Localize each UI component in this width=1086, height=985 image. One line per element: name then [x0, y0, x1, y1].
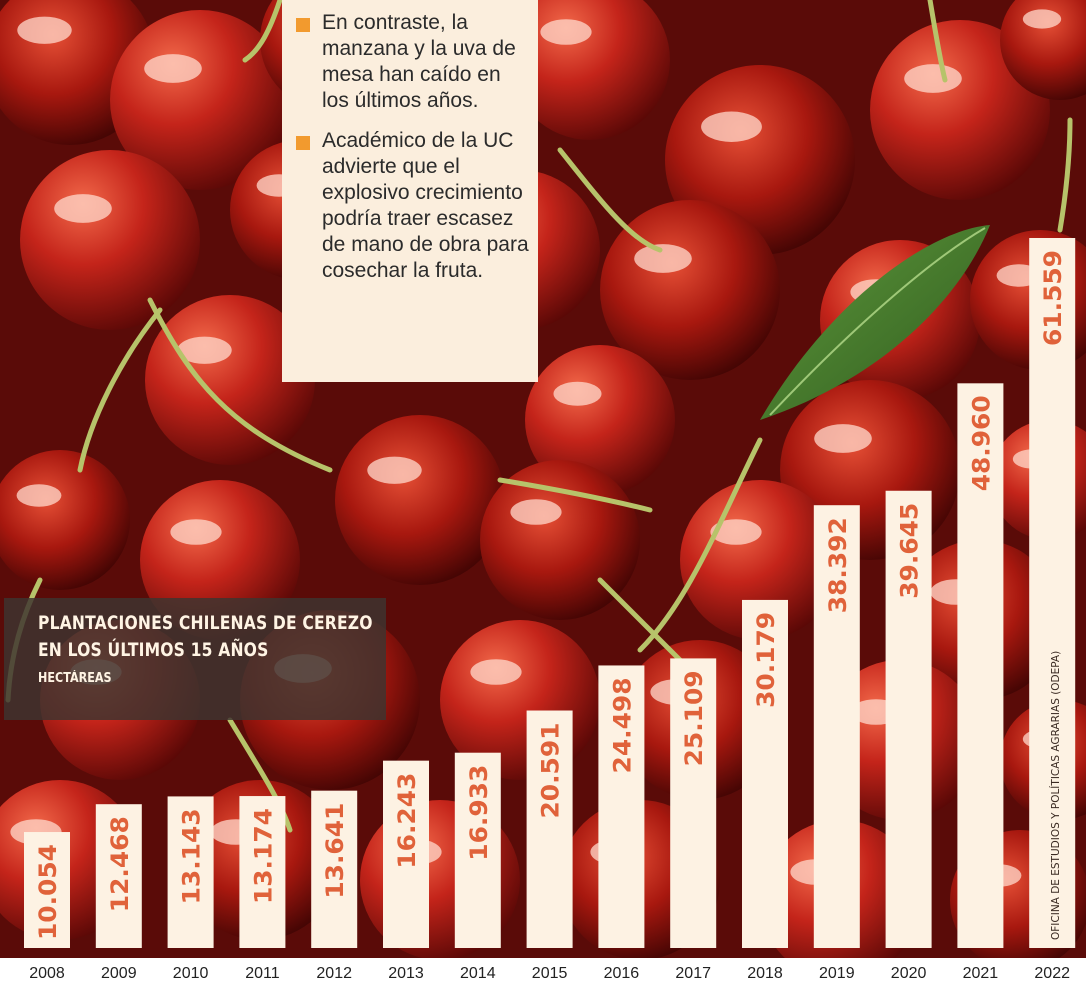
x-tick-label: 2008 [29, 965, 65, 982]
x-tick-label: 2019 [819, 965, 855, 982]
bar-2013 [383, 760, 429, 948]
bar-2008 [24, 832, 70, 948]
x-tick-label: 2018 [747, 965, 783, 982]
bullet-square-icon [296, 136, 310, 150]
x-tick-label: 2009 [101, 965, 137, 982]
bar-2019 [813, 505, 860, 948]
bar-value-label: 13.174 [249, 808, 277, 904]
cherry-shape [1000, 0, 1086, 100]
bar-value-label: 12.468 [106, 816, 134, 912]
cherry-shape [110, 10, 290, 190]
bar-2009 [95, 804, 142, 948]
year-axis-strip: 2008 2009 2010 2011 2012 2013 2014 2015 2016 2017… [0, 958, 1086, 985]
cherry-shape [20, 150, 200, 330]
cherry-shape [0, 450, 130, 590]
chart-title-line-2: EN LOS ÚLTIMOS 15 AÑOS [38, 639, 269, 661]
x-tick-label: 2011 [245, 965, 280, 982]
bar-value-label: 16.933 [465, 765, 493, 861]
cherry-shape [510, 0, 670, 140]
bar-2011 [239, 796, 286, 948]
bar-value-label: 39.645 [896, 503, 924, 599]
bar-2012 [311, 790, 358, 948]
x-tick-label: 2017 [675, 965, 711, 982]
bar-value-label: 16.243 [393, 773, 421, 869]
cherry-shape [335, 415, 505, 585]
bar-2018 [742, 599, 788, 948]
bar-value-label: 20.591 [537, 723, 565, 819]
bar-value-label: 25.109 [680, 670, 708, 766]
x-tick-label: 2013 [388, 965, 424, 982]
bar-2014 [454, 752, 501, 948]
source-credit: OFICINA DE ESTUDIOS Y POLÍTICAS AGRARIAS… [1050, 650, 1062, 940]
bullet-square-icon [296, 18, 310, 32]
x-tick-label: 2022 [1034, 965, 1070, 982]
bar-2017 [670, 658, 717, 948]
bar-value-label: 30.179 [752, 612, 780, 708]
x-tick-label: 2012 [316, 965, 352, 982]
x-tick-label: 2021 [963, 965, 999, 982]
bar-value-label: 13.641 [321, 803, 349, 899]
chart-title-line-1: PLANTACIONES CHILENAS DE CEREZO [38, 612, 373, 634]
x-tick-label: 2020 [891, 965, 927, 982]
chart-subtitle: HECTÁREAS [38, 671, 112, 686]
bar-value-label: 38.392 [824, 517, 852, 613]
bar-value-label: 24.498 [608, 677, 636, 773]
bar-2021 [957, 383, 1004, 948]
x-tick-label: 2010 [173, 965, 209, 982]
bar-2015 [526, 710, 573, 948]
bullet-item: En contraste, la manzana y la uva de mes… [296, 10, 530, 114]
bar-2022 [1029, 238, 1076, 948]
bullet-item: Académico de la UC advierte que el explo… [296, 128, 530, 284]
bullet-text: En contraste, la manzana y la uva de mes… [322, 11, 516, 112]
year-axis: 2008 2009 2010 2011 2012 2013 2014 2015 2016 2017… [29, 965, 1070, 982]
cherry-shape [145, 295, 315, 465]
bar-2020 [885, 490, 932, 948]
bar-value-label: 48.960 [967, 395, 995, 491]
cherry-shape [870, 20, 1050, 200]
chart-title-box: PLANTACIONES CHILENAS DE CEREZO EN LOS Ú… [4, 598, 386, 720]
bar-value-label: 10.054 [34, 844, 62, 940]
bullet-text: Académico de la UC advierte que el explo… [322, 129, 529, 282]
x-tick-label: 2014 [460, 965, 496, 982]
cherry-shape [525, 345, 675, 495]
x-tick-label: 2015 [532, 965, 568, 982]
x-tick-label: 2016 [604, 965, 640, 982]
summary-bullets: En contraste, la manzana y la uva de mes… [282, 0, 538, 382]
bar-value-label: 13.143 [178, 808, 206, 904]
bar-value-label: 61.559 [1039, 250, 1067, 346]
bar-2016 [598, 665, 645, 948]
bar-2010 [167, 796, 214, 948]
